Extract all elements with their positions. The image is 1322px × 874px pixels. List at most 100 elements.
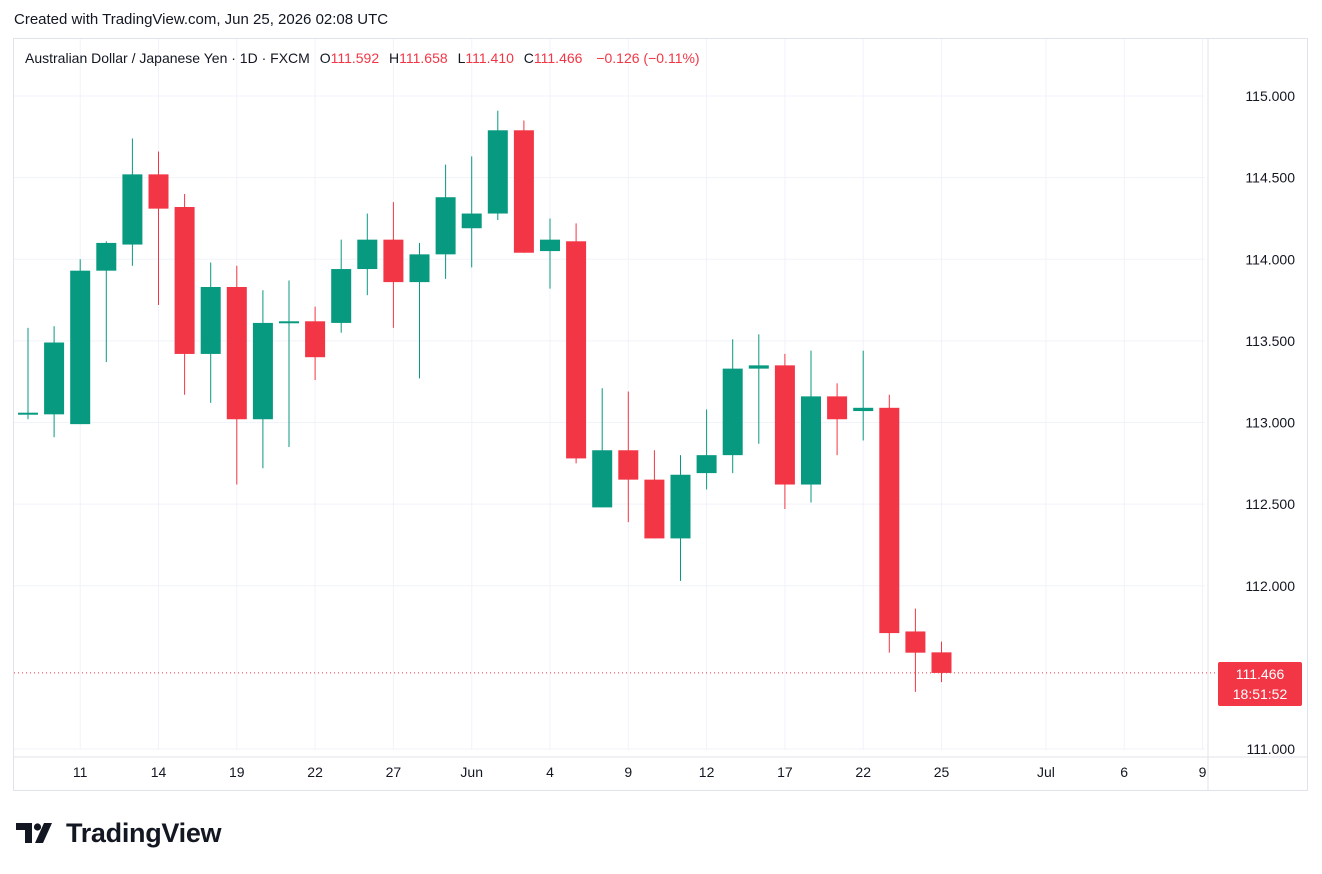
symbol-title: Australian Dollar / Japanese Yen · 1D · …	[25, 50, 310, 66]
time-tick-label: 11	[73, 764, 88, 780]
time-tick-label: 22	[307, 764, 323, 780]
candle	[853, 350, 874, 441]
candle-body	[774, 365, 795, 485]
price-tick-label: 112.500	[1245, 496, 1295, 512]
open-label: O	[319, 50, 331, 66]
time-tick-label: 22	[855, 764, 871, 780]
candle	[18, 327, 38, 420]
candle-body	[200, 287, 221, 354]
candle-body	[853, 407, 874, 412]
candle-body	[931, 652, 952, 673]
open-value: 111.592	[330, 50, 380, 66]
candle-body	[592, 450, 613, 508]
change-value: −0.126 (−0.11%)	[596, 50, 700, 66]
candle	[722, 339, 743, 474]
candle-body	[70, 270, 91, 425]
candle	[44, 326, 65, 438]
candle-body	[174, 207, 195, 354]
candle-body	[905, 631, 926, 653]
candle-body	[96, 242, 117, 271]
candle	[409, 242, 430, 379]
price-axis: 115.000 114.500 114.000 113.500 113.000 112.5…	[1245, 88, 1295, 757]
candle	[252, 290, 273, 469]
candle	[148, 151, 169, 305]
price-tick-label: 113.000	[1245, 415, 1295, 431]
time-tick-label: 6	[1120, 764, 1128, 780]
candle-body	[670, 474, 691, 539]
time-tick-label: 17	[777, 764, 793, 780]
tradingview-logo-icon	[16, 823, 52, 843]
candle	[279, 280, 299, 447]
close-value: 111.466	[533, 50, 583, 66]
time-tick-label: 25	[934, 764, 950, 780]
time-tick-label: 14	[151, 764, 167, 780]
high-value: 111.658	[399, 50, 448, 66]
time-tick-label: 19	[229, 764, 245, 780]
price-tick-label: 111.000	[1246, 741, 1295, 757]
candle-body	[618, 450, 639, 480]
time-tick-label: 9	[1199, 764, 1207, 780]
candle	[226, 265, 247, 485]
candle-body	[644, 479, 665, 539]
chart-panel[interactable]	[13, 38, 1308, 791]
candle	[592, 388, 613, 508]
close-label: C	[523, 50, 534, 66]
time-tick-label: Jul	[1037, 764, 1055, 780]
candle	[305, 306, 326, 381]
symbol-legend[interactable]: Australian Dollar / Japanese Yen · 1D · …	[25, 50, 700, 66]
candle-body	[879, 407, 900, 634]
candle-body	[226, 287, 247, 420]
candle-body	[383, 239, 404, 283]
last-price-value: 111.466	[1235, 666, 1285, 682]
candle-body	[357, 239, 378, 270]
candle	[513, 120, 534, 253]
tradingview-wordmark: TradingView	[66, 817, 222, 848]
candle	[696, 409, 717, 490]
price-tick-label: 112.000	[1245, 578, 1295, 594]
candle-body	[513, 130, 534, 253]
time-tick-label: 4	[546, 764, 554, 780]
candle	[670, 455, 691, 581]
candle	[331, 239, 352, 333]
candle	[618, 391, 639, 523]
candle-body	[435, 197, 456, 255]
candle	[357, 213, 378, 296]
candle	[174, 193, 195, 395]
candle	[879, 394, 900, 653]
candle-body	[409, 254, 430, 283]
candle	[487, 110, 508, 221]
created-with-caption: Created with TradingView.com, Jun 25, 20…	[14, 11, 389, 28]
candle	[96, 241, 117, 363]
time-tick-label: 12	[699, 764, 715, 780]
price-tick-label: 113.500	[1245, 333, 1295, 349]
candle	[122, 138, 143, 266]
candle-body	[722, 368, 743, 456]
time-tick-label: 9	[624, 764, 632, 780]
candle-body	[540, 239, 560, 252]
time-tick-label: Jun	[460, 764, 483, 780]
bar-countdown: 18:51:52	[1232, 686, 1288, 702]
high-label: H	[389, 50, 400, 66]
low-label: L	[457, 50, 466, 66]
candle-body	[305, 321, 326, 358]
candle-series	[18, 110, 952, 692]
candle-body	[827, 396, 848, 420]
tradingview-logo[interactable]: TradingView	[16, 816, 222, 850]
candle	[70, 259, 91, 425]
candle	[461, 156, 482, 268]
candle	[774, 353, 795, 510]
price-tick-label: 114.500	[1245, 170, 1295, 186]
candle	[905, 608, 926, 692]
candle-body	[487, 130, 508, 214]
candle-body	[122, 174, 143, 245]
candle-body	[148, 174, 169, 209]
candle-body	[18, 412, 38, 415]
candle	[801, 350, 821, 503]
candle-body	[252, 322, 273, 420]
candle-body	[801, 396, 821, 485]
candle-body	[331, 269, 352, 323]
price-tick-label: 115.000	[1245, 88, 1295, 104]
candle	[383, 202, 404, 328]
candle	[827, 383, 848, 456]
